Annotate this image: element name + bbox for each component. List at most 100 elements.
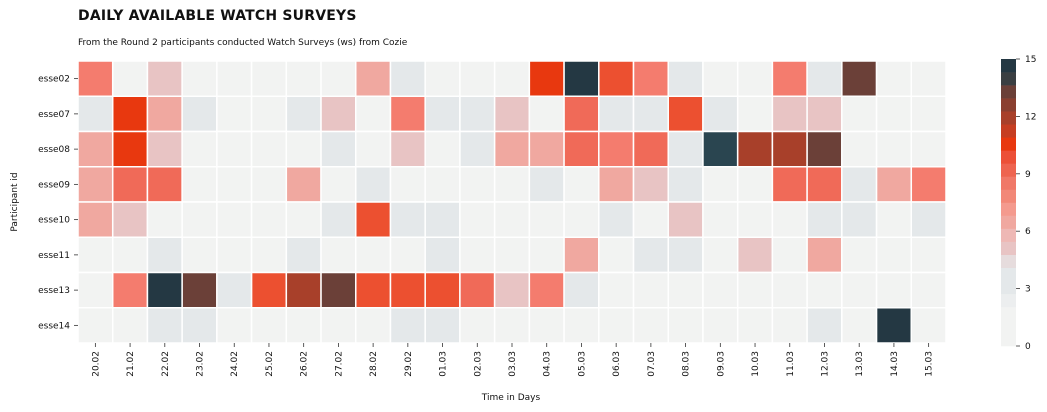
heatmap-cell: [528, 307, 565, 344]
heatmap-cell: [459, 271, 496, 309]
x-tick-label: 15.03: [925, 351, 935, 377]
heatmap-cell: [771, 307, 808, 344]
heatmap-cell: [320, 236, 357, 274]
heatmap-cell: [459, 130, 496, 168]
heatmap-cell: [702, 95, 739, 133]
colorbar-segment: [1001, 319, 1016, 334]
heatmap-cell: [875, 236, 913, 274]
heatmap-cell: [632, 236, 669, 274]
heatmap-cell: [389, 166, 426, 203]
heatmap-cell: [389, 307, 426, 344]
x-tick-label: 22.02: [161, 351, 171, 377]
heatmap-cell: [181, 236, 218, 274]
colorbar-tick-label: 12: [1025, 112, 1036, 122]
heatmap-cell: [111, 307, 149, 344]
heatmap-cell: [250, 201, 288, 238]
heatmap-cell: [806, 60, 843, 97]
heatmap-cell: [111, 95, 149, 133]
heatmap-cell: [459, 307, 496, 344]
heatmap-cell: [216, 201, 253, 238]
heatmap-cell: [598, 201, 635, 238]
heatmap-cell: [111, 130, 149, 168]
heatmap-cell: [111, 201, 149, 238]
heatmap-cell: [528, 60, 565, 97]
heatmap-cell: [598, 95, 635, 133]
heatmap-cell: [875, 201, 913, 238]
heatmap-cell: [424, 307, 461, 344]
heatmap-cell: [806, 271, 843, 309]
heatmap-cell: [875, 60, 913, 97]
heatmap-cell: [146, 166, 183, 203]
colorbar: [1001, 59, 1016, 347]
heatmap-cell: [493, 236, 531, 274]
heatmap-cell: [493, 307, 531, 344]
heatmap-cell: [528, 130, 565, 168]
x-tick-label: 11.03: [786, 351, 796, 377]
heatmap-cell: [146, 271, 183, 309]
heatmap-cell: [77, 201, 114, 238]
heatmap-cell: [841, 271, 878, 309]
heatmap-cell: [528, 201, 565, 238]
heatmap-cell: [355, 201, 392, 238]
heatmap-cell: [702, 201, 739, 238]
heatmap-cell: [910, 130, 947, 168]
heatmap-cell: [320, 307, 357, 344]
heatmap-cell: [355, 130, 392, 168]
heatmap-cell: [841, 166, 878, 203]
x-tick-label: 25.02: [265, 351, 275, 377]
heatmap-cell: [632, 60, 669, 97]
heatmap-cell: [632, 166, 669, 203]
colorbar-segment: [1001, 85, 1016, 99]
heatmap-cell: [320, 271, 357, 309]
chart-title: DAILY AVAILABLE WATCH SURVEYS: [78, 8, 357, 24]
heatmap-cell: [355, 236, 392, 274]
heatmap-cell: [77, 166, 114, 203]
heatmap-cell: [389, 236, 426, 274]
heatmap-cell: [528, 271, 565, 309]
x-tick-label: 05.03: [577, 351, 587, 377]
heatmap-cell: [702, 307, 739, 344]
x-tick-label: 12.03: [820, 351, 830, 377]
colorbar-segment: [1001, 176, 1016, 190]
heatmap-cell: [250, 95, 288, 133]
x-tick-label: 24.02: [230, 351, 240, 377]
heatmap-cell: [910, 166, 947, 203]
heatmap-cell: [702, 166, 739, 203]
heatmap-cell: [771, 201, 808, 238]
heatmap-cell: [355, 307, 392, 344]
heatmap-cell: [702, 271, 739, 309]
colorbar-tick-label: 3: [1025, 285, 1031, 295]
heatmap-cell: [146, 95, 183, 133]
colorbar-tick-label: 0: [1025, 342, 1031, 352]
heatmap-cell: [771, 95, 808, 133]
heatmap-cell: [181, 201, 218, 238]
heatmap-cell: [598, 60, 635, 97]
heatmap-cell: [111, 166, 149, 203]
heatmap-cell: [563, 166, 600, 203]
heatmap-cell: [77, 130, 114, 168]
heatmap-cell: [598, 271, 635, 309]
heatmap-cell: [77, 236, 114, 274]
y-tick-label: esse09: [38, 180, 70, 190]
heatmap-cell: [841, 95, 878, 133]
heatmap-cell: [285, 130, 322, 168]
heatmap-cell: [841, 307, 878, 344]
heatmap-cell: [910, 201, 947, 238]
heatmap-cell: [667, 201, 704, 238]
colorbar-segment: [1001, 267, 1016, 282]
heatmap-cell: [355, 166, 392, 203]
heatmap-cell: [736, 60, 774, 97]
heatmap-cell: [493, 201, 531, 238]
heatmap-cell: [875, 130, 913, 168]
heatmap-cell: [736, 271, 774, 309]
heatmap-cell: [910, 95, 947, 133]
colorbar-segment: [1001, 189, 1016, 203]
y-tick-label: esse07: [38, 110, 70, 120]
heatmap-cell: [389, 95, 426, 133]
x-tick-label: 26.02: [300, 351, 310, 377]
heatmap-cell: [667, 95, 704, 133]
x-tick-label: 27.02: [334, 351, 344, 377]
heatmap-cell: [841, 201, 878, 238]
heatmap-cell: [285, 236, 322, 274]
heatmap-cell: [355, 95, 392, 133]
